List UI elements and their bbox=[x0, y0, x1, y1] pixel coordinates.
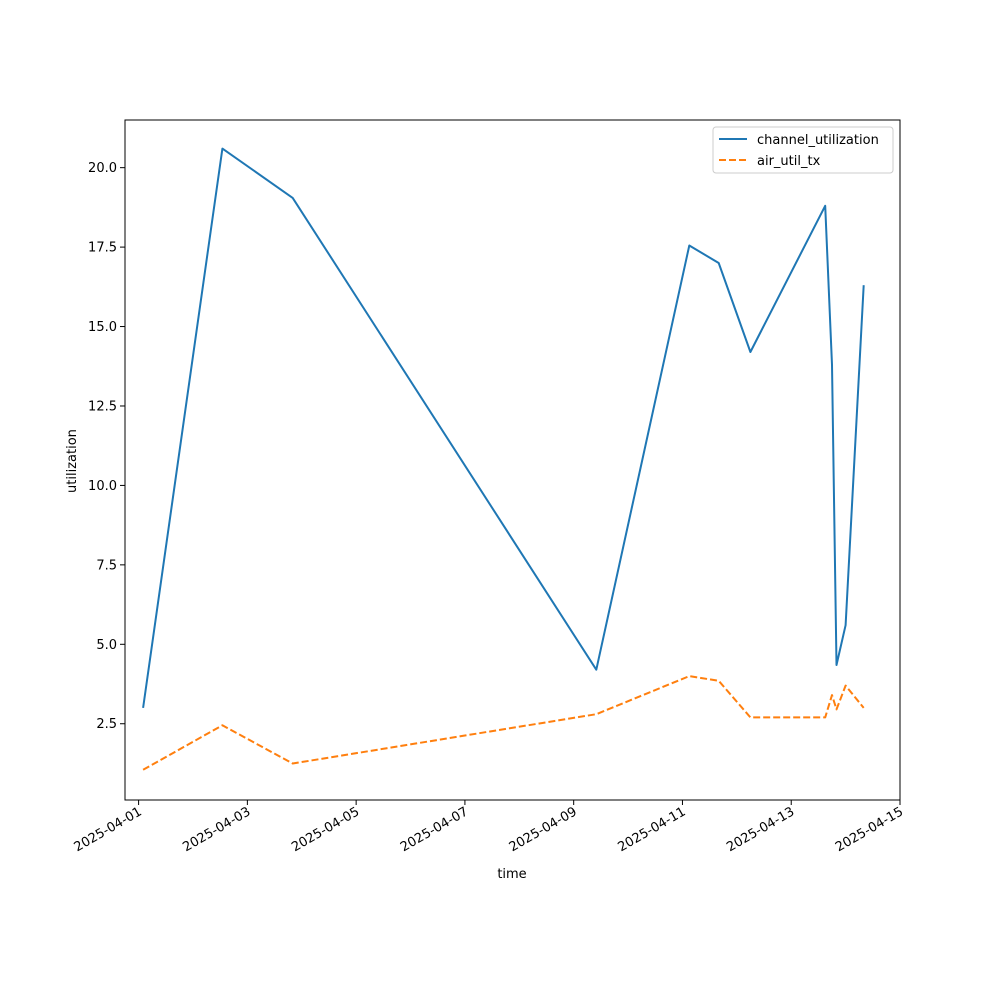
series-line-channel-utilization bbox=[142, 147, 865, 709]
y-tick-label: 12.5 bbox=[88, 399, 117, 414]
y-tick-label: 20.0 bbox=[88, 161, 117, 176]
y-tick-label: 17.5 bbox=[88, 241, 117, 256]
y-axis-label: utilization bbox=[65, 429, 80, 493]
series-layer bbox=[142, 147, 865, 771]
plot-frame bbox=[124, 119, 901, 801]
legend-box bbox=[712, 126, 894, 174]
legend: channel_utilization air_util_tx bbox=[712, 126, 894, 174]
y-tick-label: 5.0 bbox=[96, 638, 117, 653]
y-axis-ticks: 2.5 5.0 7.5 10.0 12.5 15.0 17.5 20.0 bbox=[88, 161, 125, 732]
legend-label: air_util_tx bbox=[757, 154, 821, 169]
plot-area bbox=[125, 120, 900, 800]
x-axis-label: time bbox=[497, 867, 526, 882]
series-line-air-util-tx bbox=[142, 675, 865, 771]
legend-label: channel_utilization bbox=[757, 133, 879, 148]
y-tick-label: 7.5 bbox=[96, 558, 117, 573]
y-tick-label: 15.0 bbox=[88, 320, 117, 335]
y-tick-label: 10.0 bbox=[88, 479, 117, 494]
y-tick-label: 2.5 bbox=[96, 717, 117, 732]
